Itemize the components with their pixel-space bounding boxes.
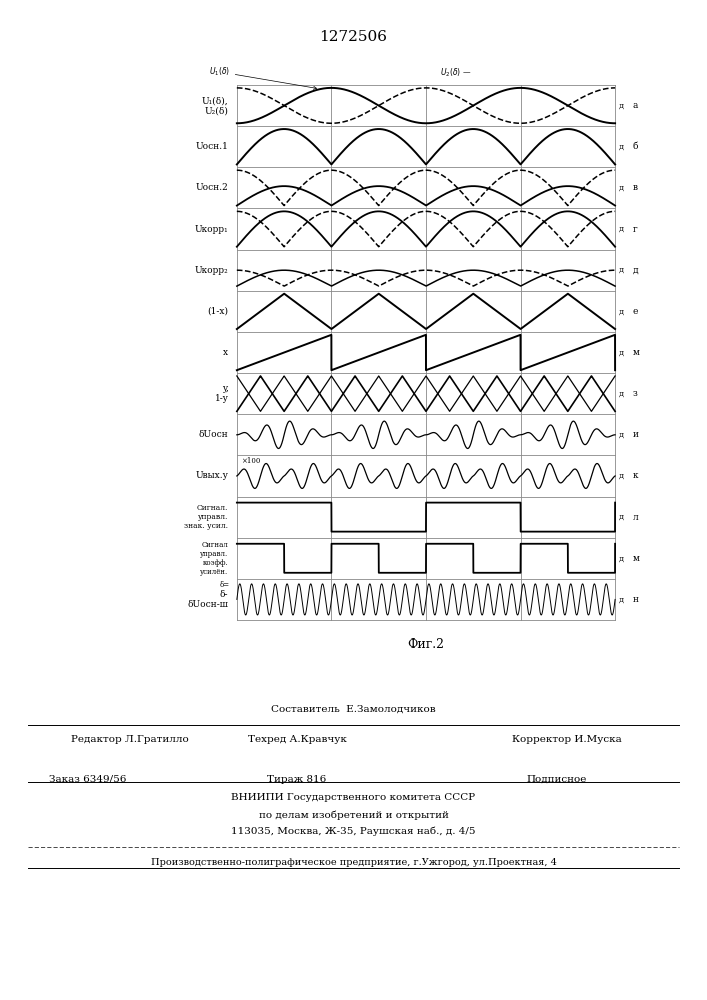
Text: ВНИИПИ Государственного комитета СССР: ВНИИПИ Государственного комитета СССР: [231, 793, 476, 802]
Text: Производственно-полиграфическое предприятие, г.Ужгород, ул.Проектная, 4: Производственно-полиграфическое предприя…: [151, 858, 556, 867]
Text: Uкорр₁: Uкорр₁: [194, 225, 228, 234]
Text: 1272506: 1272506: [320, 30, 387, 44]
Text: з: з: [633, 389, 638, 398]
Text: м: м: [633, 348, 640, 357]
Text: δUосн: δUосн: [199, 430, 228, 439]
Text: δ=: δ=: [220, 581, 230, 589]
Text: д: д: [633, 266, 638, 275]
Text: д: д: [619, 595, 624, 603]
Text: е: е: [633, 307, 638, 316]
Text: Uосн.1: Uосн.1: [196, 142, 228, 151]
Text: Фиг.2: Фиг.2: [407, 638, 445, 651]
Text: Сигнал.
управл.
знак. усил.: Сигнал. управл. знак. усил.: [185, 504, 228, 530]
Text: д: д: [619, 472, 624, 480]
Text: а: а: [633, 101, 638, 110]
Text: Редактор Л.Гратилло: Редактор Л.Гратилло: [71, 735, 189, 744]
Text: x: x: [223, 348, 228, 357]
Text: δ-
δUосн-ш: δ- δUосн-ш: [187, 590, 228, 609]
Text: д: д: [619, 390, 624, 398]
Text: $U_2(\delta)$ —: $U_2(\delta)$ —: [440, 66, 472, 79]
Text: U₁(δ),
U₂(δ): U₁(δ), U₂(δ): [201, 96, 228, 115]
Text: м: м: [633, 554, 640, 563]
Text: и: и: [633, 430, 638, 439]
Text: д: д: [619, 307, 624, 315]
Text: д: д: [619, 431, 624, 439]
Text: б: б: [633, 142, 638, 151]
Text: д: д: [619, 184, 624, 192]
Text: д: д: [619, 143, 624, 151]
Text: 113035, Москва, Ж-35, Раушская наб., д. 4/5: 113035, Москва, Ж-35, Раушская наб., д. …: [231, 827, 476, 836]
Text: л: л: [633, 513, 638, 522]
Text: ×100: ×100: [240, 457, 260, 465]
Text: (1-x): (1-x): [207, 307, 228, 316]
Text: Заказ 6349/56: Заказ 6349/56: [49, 775, 127, 784]
Text: д: д: [619, 102, 624, 110]
Text: д: д: [619, 225, 624, 233]
Text: Техред А.Кравчук: Техред А.Кравчук: [247, 735, 346, 744]
Text: г: г: [633, 225, 638, 234]
Text: Uосн.2: Uосн.2: [196, 183, 228, 192]
Text: д: д: [619, 266, 624, 274]
Text: в: в: [633, 183, 638, 192]
Text: Сигнал
управл.
коэфф.
усилён.: Сигнал управл. коэфф. усилён.: [200, 541, 228, 576]
Text: Составитель  Е.Замолодчиков: Составитель Е.Замолодчиков: [271, 705, 436, 714]
Text: y,
1-y: y, 1-y: [214, 384, 228, 403]
Text: Корректор И.Муска: Корректор И.Муска: [513, 735, 622, 744]
Text: по делам изобретений и открытий: по делам изобретений и открытий: [259, 810, 448, 820]
Text: д: д: [619, 513, 624, 521]
Text: Подписное: Подписное: [527, 775, 587, 784]
Text: н: н: [633, 595, 638, 604]
Text: Uвых.у: Uвых.у: [196, 471, 228, 480]
Text: д: д: [619, 349, 624, 357]
Text: $U_1(\delta)$: $U_1(\delta)$: [209, 66, 317, 89]
Text: д: д: [619, 554, 624, 562]
Text: Uкорр₂: Uкорр₂: [194, 266, 228, 275]
Text: к: к: [633, 471, 638, 480]
Text: Тираж 816: Тираж 816: [267, 775, 327, 784]
